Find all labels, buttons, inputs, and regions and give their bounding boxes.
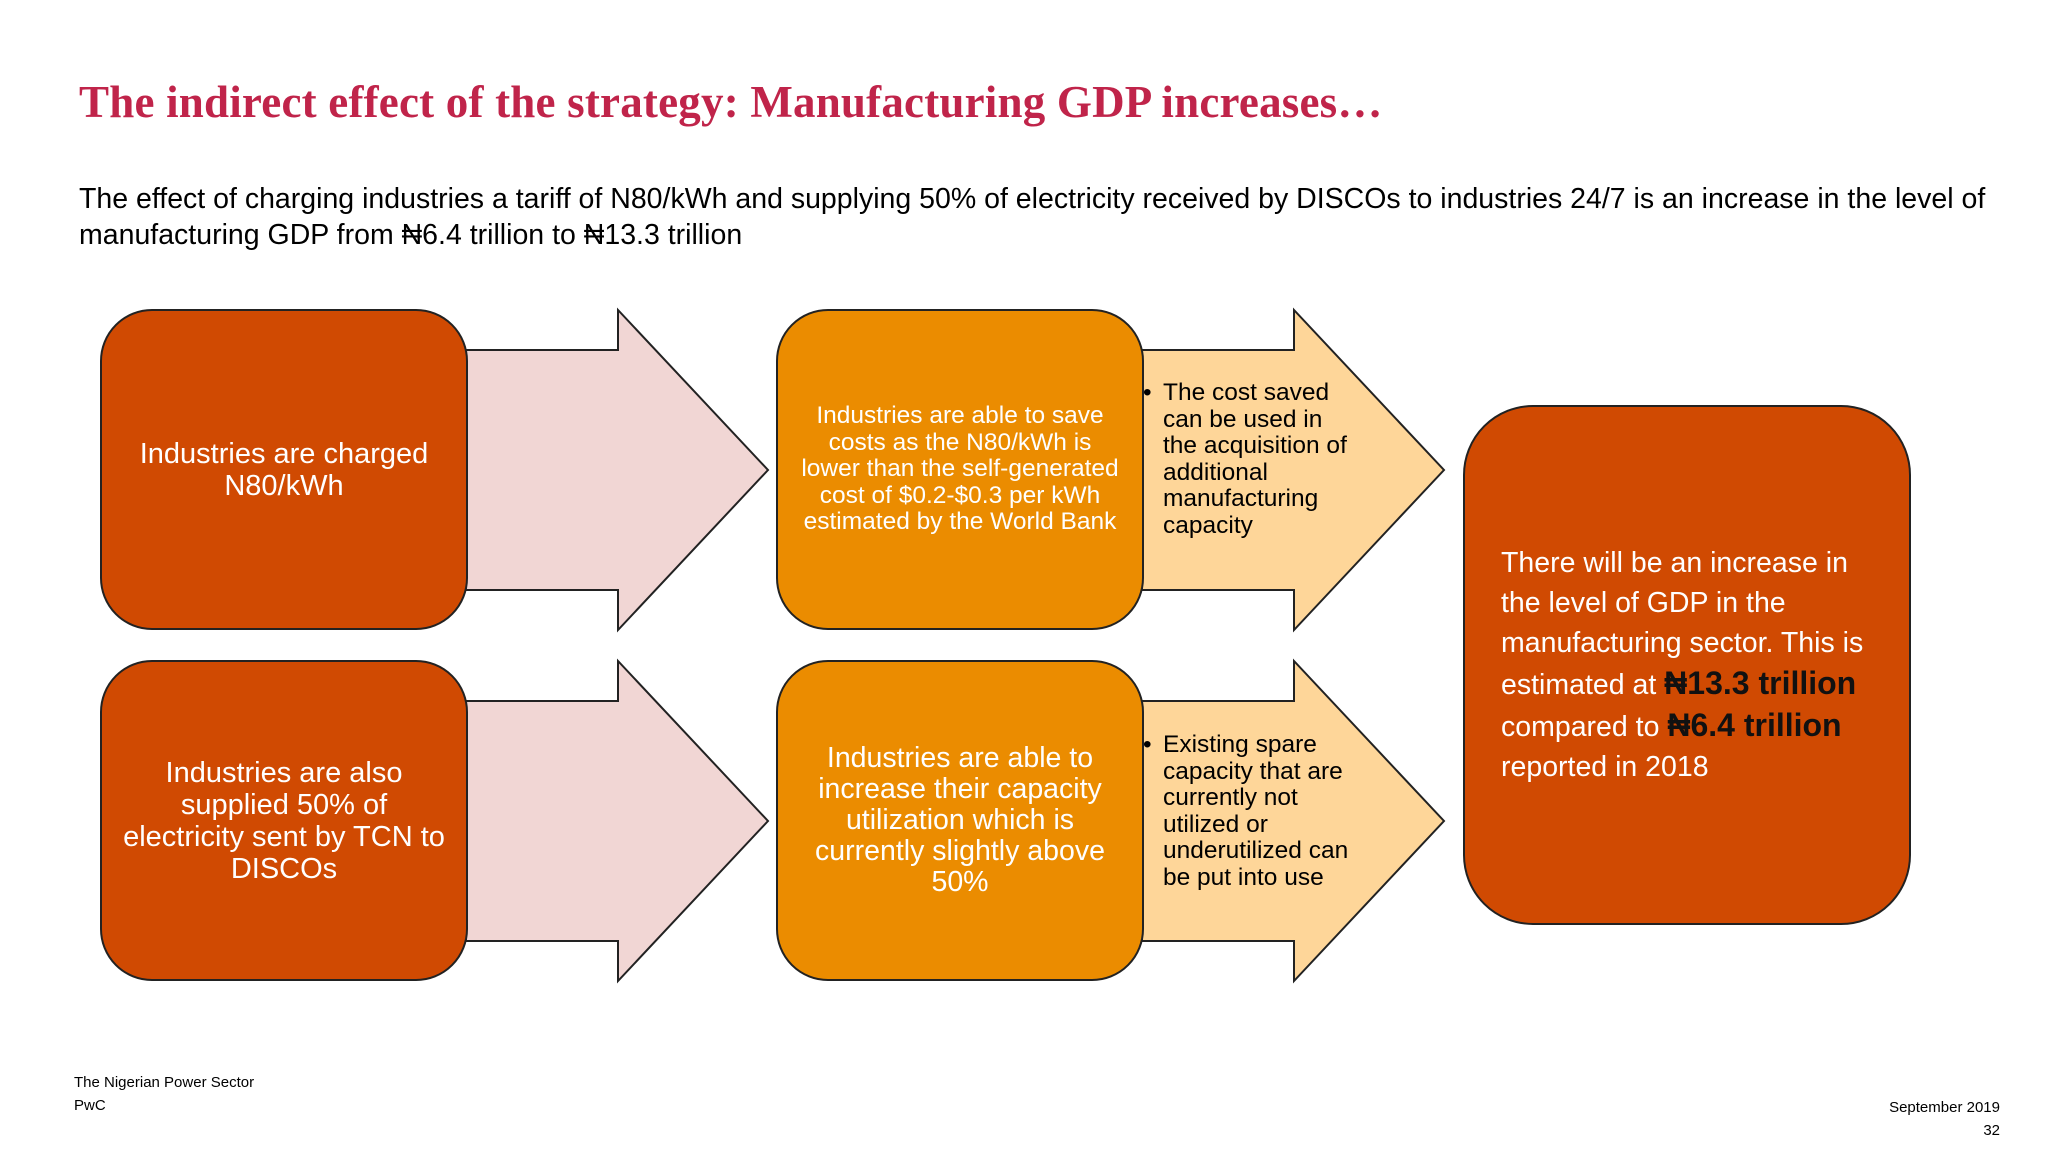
cost-saving-text: Industries are able to save costs as the… [801, 402, 1119, 536]
row2-pink-arrow [465, 658, 770, 984]
capacity-utilization-box: Industries are able to increase their ca… [776, 660, 1144, 981]
row2-peach-arrow [1141, 658, 1446, 984]
old-gdp-value: ₦6.4 trillion [1667, 707, 1842, 743]
slide-subtitle: The effect of charging industries a tari… [79, 183, 1986, 251]
tariff-cause-box: Industries are charged N80/kWh [100, 309, 468, 630]
gdp-result-box: There will be an increase in the level o… [1463, 405, 1911, 925]
footer-org: PwC [74, 1097, 106, 1114]
spare-capacity-bullet: • Existing spare capacity that are curre… [1143, 731, 1363, 891]
capacity-utilization-text: Industries are able to increase their ca… [815, 742, 1105, 898]
bullet-dot: • [1143, 379, 1152, 406]
supply-cause-box: Industries are also supplied 50% of elec… [100, 660, 468, 981]
footer-doc-title: The Nigerian Power Sector [74, 1074, 255, 1091]
page-number: 32 [1983, 1122, 2000, 1139]
tariff-cause-text: Industries are charged N80/kWh [139, 437, 429, 502]
slide-title: The indirect effect of the strategy: Man… [79, 77, 1383, 127]
new-gdp-value: ₦13.3 trillion [1664, 665, 1857, 701]
footer-date: September 2019 [1889, 1099, 2000, 1116]
result-text-part3: reported in 2018 [1501, 751, 1709, 783]
gdp-result-text: There will be an increase in the level o… [1501, 543, 1875, 787]
cost-saved-bullet: • The cost saved can be used in the acqu… [1143, 379, 1363, 539]
spare-capacity-text: Existing spare capacity that are current… [1163, 731, 1349, 891]
cost-saved-text: The cost saved can be used in the acquis… [1163, 379, 1347, 539]
row1-peach-arrow [1141, 307, 1446, 633]
cost-saving-box: Industries are able to save costs as the… [776, 309, 1144, 630]
bullet-dot: • [1143, 731, 1152, 758]
supply-cause-text: Industries are also supplied 50% of elec… [123, 756, 445, 885]
row1-pink-arrow [465, 307, 770, 633]
result-text-part2: compared to [1501, 711, 1668, 743]
result-text-part1: There will be an increase in the level o… [1501, 547, 1864, 701]
